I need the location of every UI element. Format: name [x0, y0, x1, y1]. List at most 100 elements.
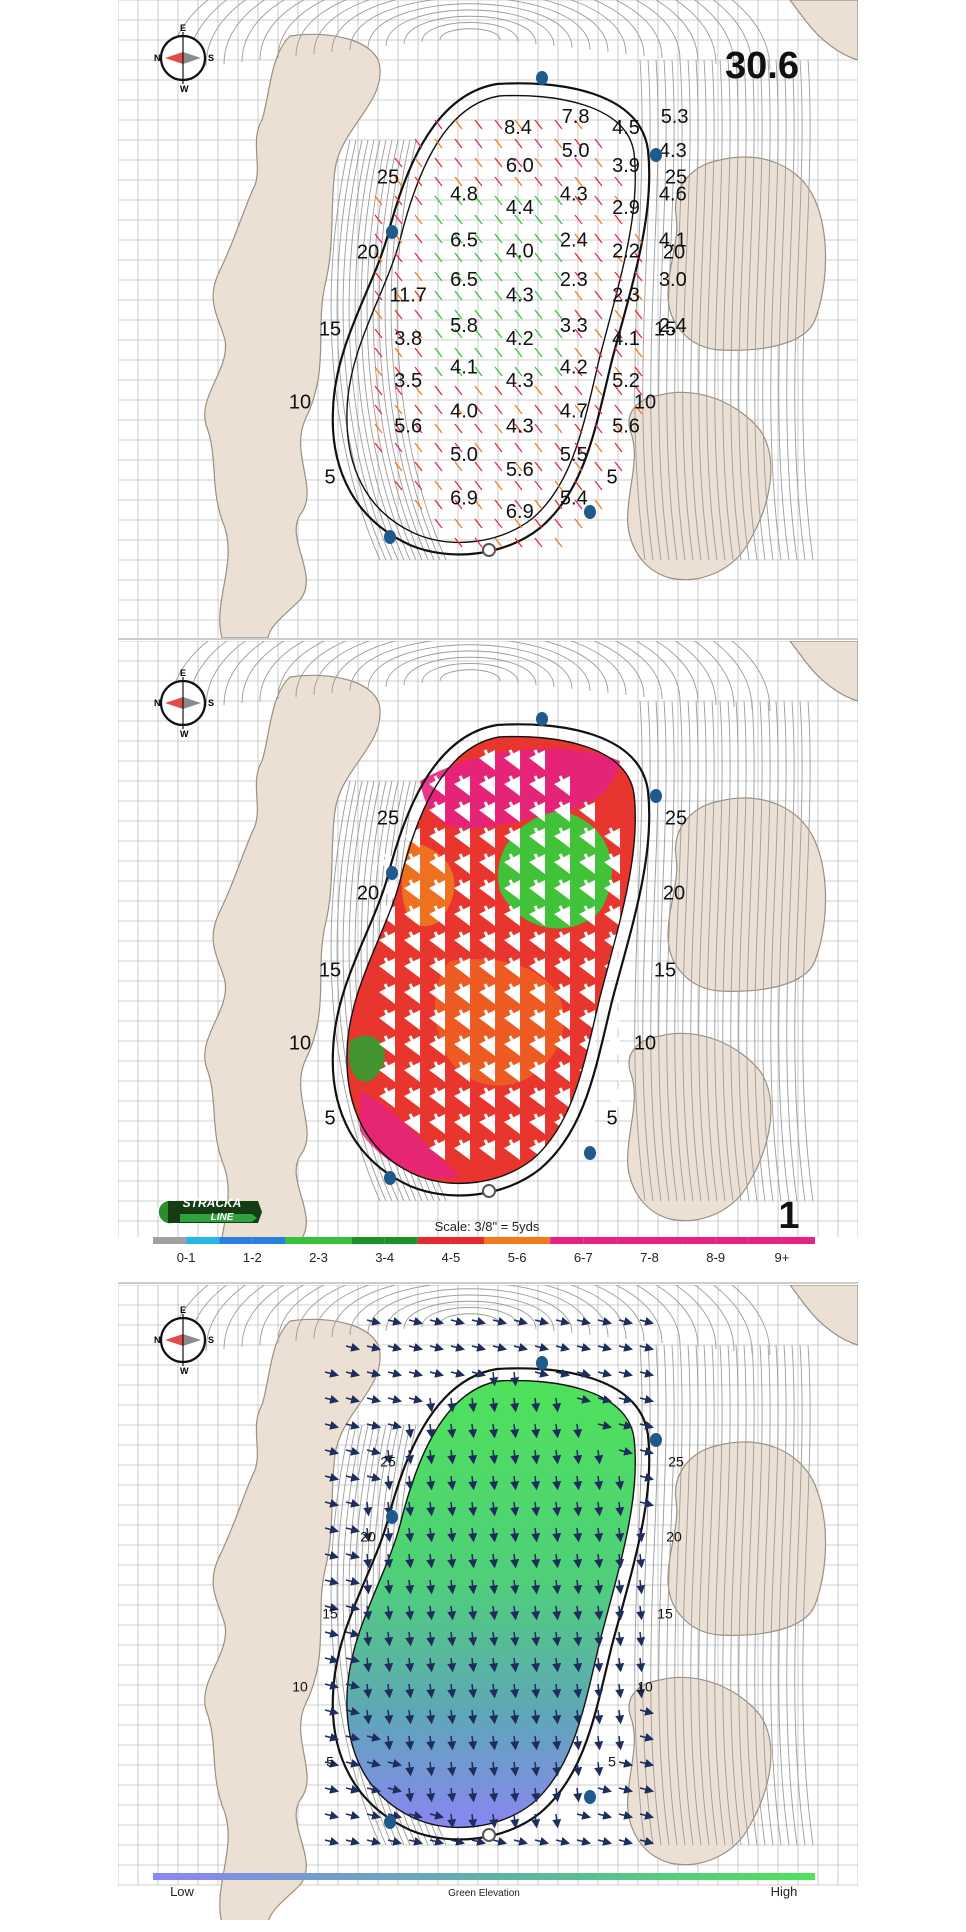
legend-swatch [417, 1237, 451, 1244]
svg-text:LINE: LINE [211, 1212, 234, 1223]
elevation-high-label: High [771, 1884, 798, 1899]
sprinkler-icon [386, 1510, 398, 1524]
distance-marker-5: 5 [324, 466, 335, 488]
distance-marker-20: 20 [666, 1529, 682, 1545]
slope-value: 5.3 [661, 106, 689, 128]
scale-text: Scale: 3/8" = 5yds [435, 1219, 540, 1234]
legend-swatch [285, 1237, 319, 1244]
legend-label: 9+ [774, 1250, 789, 1265]
green-number: 30.6 [725, 45, 799, 87]
slope-value: 6.5 [450, 229, 478, 251]
slope-legend-labels: 0-1 1-2 2-3 3-4 4-5 5-6 6-7 7-8 8-9 9+ [177, 1250, 790, 1265]
elevation-title: Green Elevation [448, 1888, 520, 1899]
distance-marker-10: 10 [634, 1032, 656, 1054]
legend-swatch [450, 1237, 484, 1244]
slope-value: 5.0 [450, 444, 478, 466]
slope-value: 2.2 [612, 241, 640, 263]
sprinkler-icon [536, 71, 548, 85]
sprinkler-icon [386, 866, 398, 880]
slope-value: 4.0 [450, 400, 478, 422]
slope-value: 2.4 [659, 315, 687, 337]
stracka-line-logo: STRACKA LINE [157, 1196, 262, 1225]
slope-value: 5.6 [506, 459, 534, 481]
legend-swatch [318, 1237, 352, 1244]
compass-south: S [208, 53, 214, 63]
distance-marker-25: 25 [377, 166, 399, 188]
legend-swatch [351, 1237, 385, 1244]
slope-labels: 8.4 7.8 4.5 5.3 5.0 4.3 6.0 3.9 4.8 4.3 4.6 4.4 2.9 6… [389, 106, 688, 523]
distance-markers: 25 25 20 20 15 15 10 10 5 5 [292, 1454, 684, 1770]
distance-marker-15: 15 [319, 959, 341, 981]
slope-value: 2.3 [612, 284, 640, 306]
bunker [667, 156, 827, 351]
slope-value: 5.6 [612, 415, 640, 437]
distance-marker-5: 5 [326, 1754, 334, 1770]
legend-swatch [748, 1237, 782, 1244]
distance-marker-25: 25 [668, 1454, 684, 1470]
slope-value: 4.4 [506, 197, 534, 219]
legend-swatch [384, 1237, 418, 1244]
slope-value: 6.5 [450, 269, 478, 291]
contour-lines [169, 0, 814, 561]
bunker [204, 33, 381, 638]
legend-label: 5-6 [508, 1250, 527, 1265]
distance-marker-10: 10 [637, 1679, 653, 1695]
legend-swatch [550, 1237, 584, 1244]
bunker [667, 797, 827, 992]
bunkers [204, 641, 858, 1237]
slope-value: 5.2 [612, 370, 640, 392]
slope-value: 6.0 [506, 155, 534, 177]
bunker [627, 1032, 772, 1222]
slope-value: 4.6 [659, 184, 687, 206]
slope-value: 4.1 [450, 357, 478, 379]
distance-marker-20: 20 [360, 1529, 376, 1545]
slope-value: 2.9 [612, 197, 640, 219]
legend-swatch [616, 1237, 650, 1244]
contour-lines [169, 641, 814, 1202]
legend-swatch [583, 1237, 617, 1244]
distance-marker-25: 25 [377, 807, 399, 829]
hole-number: 1 [778, 1195, 799, 1237]
elevation-gradient-bar [153, 1873, 815, 1880]
slope-value: 4.3 [506, 284, 534, 306]
compass-south: S [208, 698, 214, 708]
distance-marker-15: 15 [657, 1606, 673, 1622]
slope-values-panel: 8.4 7.8 4.5 5.3 5.0 4.3 6.0 3.9 4.8 4.3 4.6 4.4 2.9 6… [118, 0, 858, 638]
distance-marker-10: 10 [289, 391, 311, 413]
pin-hole-icon [482, 543, 496, 557]
legend-label: 4-5 [442, 1250, 461, 1265]
compass-west: W [180, 1366, 189, 1376]
compass-north: N [154, 698, 161, 708]
slope-value: 8.4 [504, 117, 532, 139]
elevation-fill [346, 1380, 636, 1828]
sprinkler-icon [584, 505, 596, 519]
sprinkler-icon [384, 530, 396, 544]
distance-marker-5: 5 [324, 1107, 335, 1129]
legend-label: 0-1 [177, 1250, 196, 1265]
slope-legend: 0-1 1-2 2-3 3-4 4-5 5-6 6-7 7-8 8-9 9+ [153, 1237, 815, 1265]
slope-value: 4.8 [450, 184, 478, 206]
sprinkler-icon [386, 225, 398, 239]
slope-value: 7.8 [562, 106, 590, 128]
compass-icon: N E S W [154, 23, 214, 94]
slope-value: 4.3 [659, 140, 687, 162]
bunker [789, 0, 858, 61]
legend-swatch [153, 1237, 187, 1244]
sprinkler-icon [650, 1433, 662, 1447]
slope-arrows [374, 119, 643, 548]
bunker [627, 391, 772, 581]
fall-line-arrows [324, 1317, 655, 1846]
bunker [789, 1285, 858, 1346]
bunker [204, 1318, 381, 1920]
distance-marker-20: 20 [357, 241, 379, 263]
slope-value: 5.4 [560, 488, 588, 510]
compass-north: N [154, 53, 161, 63]
distance-marker-10: 10 [634, 391, 656, 413]
sprinkler-icon [650, 789, 662, 803]
distance-marker-10: 10 [292, 1679, 308, 1695]
legend-label: 7-8 [640, 1250, 659, 1265]
slope-value: 6.9 [506, 501, 534, 523]
slope-value: 3.8 [394, 328, 422, 350]
bunker [667, 1441, 827, 1636]
legend-swatch [517, 1237, 551, 1244]
